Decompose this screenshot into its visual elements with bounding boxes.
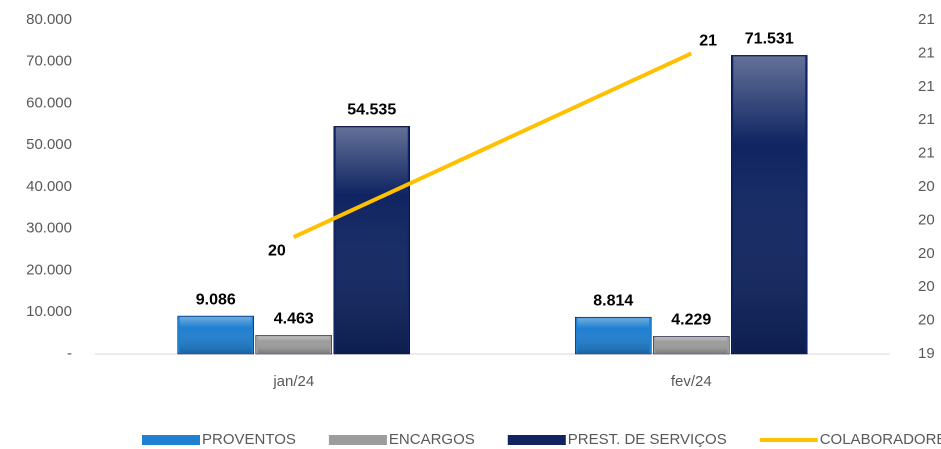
y2-tick-label: 20 <box>918 211 935 228</box>
legend-swatch <box>328 435 387 445</box>
y2-tick-label: 20 <box>918 245 935 262</box>
y-tick-label: 50.000 <box>26 136 72 153</box>
bar-shade <box>577 318 650 353</box>
x-tick-label: fev/24 <box>671 373 712 390</box>
data-label: 9.086 <box>196 291 236 308</box>
legend-label: COLABORADORES <box>820 431 941 448</box>
bar-shade <box>733 56 806 354</box>
y-tick-label: - <box>67 345 72 362</box>
y2-tick-label: 21 <box>918 111 935 128</box>
y2-tick-label: 21 <box>918 78 935 95</box>
y2-tick-label: 20 <box>918 178 935 195</box>
legend-label: ENCARGOS <box>389 431 475 448</box>
y-tick-label: 30.000 <box>26 220 72 237</box>
legend-label: PREST. DE SERVIÇOS <box>568 431 727 448</box>
line <box>292 51 693 239</box>
y-tick-label: 20.000 <box>26 261 72 278</box>
legend-swatch <box>507 435 566 445</box>
y2-tick-label: 20 <box>918 312 935 329</box>
bar-shade <box>179 317 252 353</box>
data-label: 71.531 <box>745 31 794 48</box>
legend-swatch <box>142 435 200 445</box>
legend-label: PROVENTOS <box>202 431 296 448</box>
y-tick-label: 80.000 <box>26 11 72 28</box>
data-label: 4.229 <box>671 312 711 329</box>
data-label: 8.814 <box>593 292 633 309</box>
y2-tick-label: 19 <box>918 345 935 362</box>
y2-tick-label: 21 <box>918 11 935 28</box>
y2-tick-label: 21 <box>918 145 935 162</box>
data-label: 54.535 <box>347 102 396 119</box>
bar-shade <box>257 336 330 353</box>
y-tick-label: 60.000 <box>26 94 72 111</box>
y-tick-label: 10.000 <box>26 303 72 320</box>
x-tick-label: jan/24 <box>272 373 314 390</box>
data-label: 21 <box>699 33 717 50</box>
bar-shade <box>655 337 728 353</box>
bar-shade <box>335 127 408 353</box>
y-tick-label: 40.000 <box>26 178 72 195</box>
data-label: 20 <box>268 242 286 259</box>
data-label: 4.463 <box>274 311 314 328</box>
y2-tick-label: 21 <box>918 44 935 61</box>
y2-tick-label: 20 <box>918 278 935 295</box>
y-tick-label: 70.000 <box>26 53 72 70</box>
